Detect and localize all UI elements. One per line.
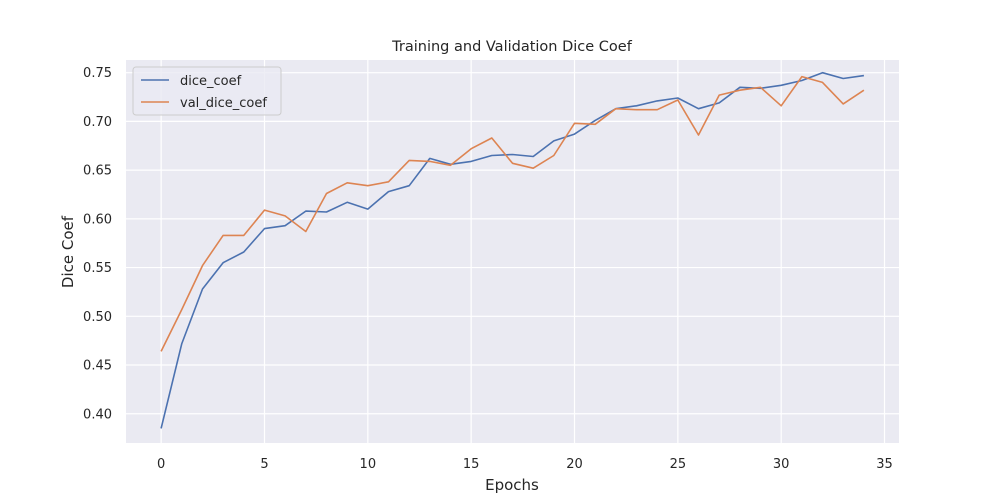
- legend-box: [132, 66, 282, 116]
- y-axis-label: Dice Coef: [59, 215, 77, 288]
- chart-title: Training and Validation Dice Coef: [391, 39, 633, 55]
- y-tick-label: 0.40: [83, 407, 112, 422]
- x-tick-label: 35: [876, 457, 893, 472]
- y-tick-label: 0.50: [83, 310, 112, 325]
- x-tick-label: 25: [670, 457, 687, 472]
- gridlines: [126, 60, 899, 443]
- legend-label-val-dice-coef: val_dice_coef: [180, 96, 267, 111]
- x-tick-label: 0: [157, 457, 165, 472]
- x-axis-label: Epochs: [485, 476, 539, 494]
- y-tick-label: 0.45: [83, 359, 112, 374]
- y-tick-label: 0.55: [83, 261, 112, 276]
- plot-area: [126, 60, 899, 443]
- legend: dice_coef val_dice_coef: [132, 66, 282, 116]
- y-tick-label: 0.60: [83, 212, 112, 227]
- x-tick-label: 10: [360, 457, 377, 472]
- x-axis-ticks: 0 5 10 15 20 25 30 35: [157, 457, 893, 472]
- series-line-val-dice-coef: [160, 75, 865, 352]
- legend-label-dice-coef: dice_coef: [180, 74, 242, 89]
- series-lines: [160, 71, 865, 429]
- y-tick-label: 0.70: [83, 115, 112, 130]
- x-tick-label: 20: [566, 457, 583, 472]
- x-tick-label: 30: [773, 457, 790, 472]
- y-tick-label: 0.75: [83, 66, 112, 81]
- x-tick-label: 5: [260, 457, 268, 472]
- x-tick-label: 15: [463, 457, 480, 472]
- y-axis-ticks: 0.40 0.45 0.50 0.55 0.60 0.65 0.70 0.75: [83, 66, 112, 422]
- y-tick-label: 0.65: [83, 164, 112, 179]
- series-line-dice-coef: [160, 71, 865, 429]
